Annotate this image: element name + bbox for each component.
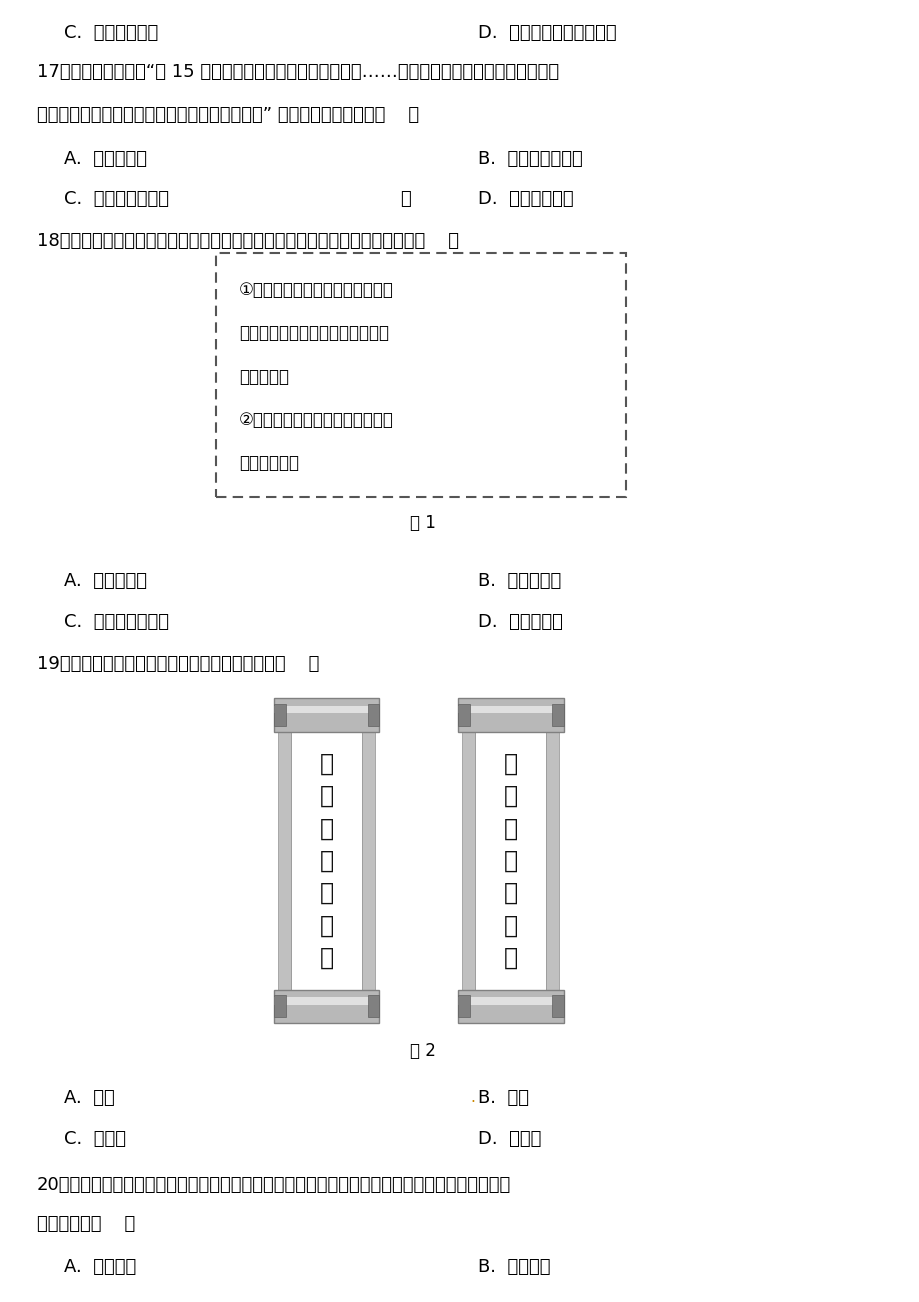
- Text: A.  郑和下西洋: A. 郑和下西洋: [64, 150, 147, 168]
- Bar: [458, 997, 563, 1005]
- Text: 传: 传: [503, 751, 517, 776]
- Text: C.  加强中央集权: C. 加强中央集权: [64, 23, 158, 42]
- Text: 世: 世: [503, 881, 517, 905]
- Bar: [367, 703, 380, 725]
- Bar: [274, 995, 286, 1017]
- Text: 时: 时: [503, 784, 517, 809]
- Text: 19、下图所示对联反映的我国古代科技成果当属（    ）: 19、下图所示对联反映的我国古代科技成果当属（ ）: [37, 655, 319, 673]
- Bar: [278, 732, 290, 990]
- Text: 草: 草: [319, 816, 334, 840]
- Bar: [458, 698, 563, 732]
- Bar: [458, 706, 563, 713]
- Text: 篹: 篹: [319, 945, 334, 970]
- Text: D.  雅克萨之战: D. 雅克萨之战: [478, 613, 562, 631]
- Bar: [551, 995, 563, 1017]
- Bar: [458, 995, 470, 1017]
- Text: ②台州九战九捷，基本扫除了浙江: ②台州九战九捷，基本扫除了浙江: [239, 411, 393, 428]
- Bar: [458, 990, 563, 1023]
- FancyBboxPatch shape: [216, 253, 625, 497]
- Bar: [462, 732, 475, 990]
- Bar: [274, 703, 286, 725]
- Text: 20、新疆自古以来就是我国领土不可分割的一部分。乾隆时期设置的管辖包括巴尔喀什湖在内的广: 20、新疆自古以来就是我国领土不可分割的一部分。乾隆时期设置的管辖包括巴尔喀什湖…: [37, 1176, 510, 1194]
- Text: C.  郑成功收复台湾: C. 郑成功收复台湾: [64, 190, 169, 208]
- Bar: [290, 732, 362, 990]
- Text: 业: 业: [503, 945, 517, 970]
- Text: 沿海的傀患。: 沿海的傀患。: [239, 454, 299, 473]
- Bar: [274, 706, 379, 713]
- Text: 珍: 珍: [503, 816, 517, 840]
- Text: A.  伊犁将军: A. 伊犁将军: [64, 1258, 137, 1276]
- Bar: [551, 703, 563, 725]
- Bar: [274, 990, 379, 1023]
- Text: 本: 本: [319, 784, 334, 809]
- Text: 私、劫掠。: 私、劫掠。: [239, 367, 289, 385]
- Text: ①元末明初，日本海盗、武士勾结: ①元末明初，日本海盗、武士勾结: [239, 281, 393, 299]
- Text: B.  农学: B. 农学: [478, 1088, 528, 1107]
- Text: 18、下图是某同学在学习中国古代史下册时整理的部分笔记。其学习的主题是（    ）: 18、下图是某同学在学习中国古代史下册时整理的部分笔记。其学习的主题是（ ）: [37, 232, 459, 250]
- Text: D.  医药学: D. 医药学: [478, 1130, 541, 1148]
- Bar: [362, 732, 375, 990]
- Text: 谱: 谱: [319, 751, 334, 776]
- Text: 济: 济: [503, 849, 517, 872]
- Text: B.  西域都护: B. 西域都护: [478, 1258, 550, 1276]
- Text: 科: 科: [319, 849, 334, 872]
- Text: D.  缓解中央与地方的对立: D. 缓解中央与地方的对立: [478, 23, 617, 42]
- Text: 围，明确证明了中国在世界航海业中的领先地位” 能证明以上观点的是（    ）: 围，明确证明了中国在世界航海业中的领先地位” 能证明以上观点的是（ ）: [37, 105, 418, 124]
- Bar: [274, 997, 379, 1005]
- Text: 学: 学: [319, 881, 334, 905]
- Text: 新: 新: [319, 913, 334, 937]
- Bar: [458, 703, 470, 725]
- Text: 伟: 伟: [503, 913, 517, 937]
- Text: 图 1: 图 1: [410, 514, 436, 533]
- Text: .: .: [470, 1090, 474, 1105]
- Bar: [274, 698, 379, 732]
- Bar: [367, 995, 380, 1017]
- Text: C.  郑成功收复台湾: C. 郑成功收复台湾: [64, 613, 169, 631]
- Text: D.  清军进入台湾: D. 清军进入台湾: [478, 190, 573, 208]
- Text: B.  戚继光抗傀: B. 戚继光抗傀: [478, 572, 561, 590]
- Text: 不法商人，在我国东南沿海一带走: 不法商人，在我国东南沿海一带走: [239, 324, 389, 342]
- Text: 图 2: 图 2: [410, 1042, 436, 1060]
- Bar: [475, 732, 546, 990]
- Text: 17、《全球通史》：“在 15 世纪早期这段异乎寻常的历史中，……航海业以其杰出的技术和惊人的范: 17、《全球通史》：“在 15 世纪早期这段异乎寻常的历史中，……航海业以其杰出…: [37, 62, 559, 81]
- Text: ．: ．: [400, 190, 411, 208]
- Text: A.  郑和下西洋: A. 郑和下西洋: [64, 572, 147, 590]
- Text: B.  吴国船队到夷洲: B. 吴国船队到夷洲: [478, 150, 583, 168]
- Text: A.  史学: A. 史学: [64, 1088, 115, 1107]
- Text: C.  建筑学: C. 建筑学: [64, 1130, 126, 1148]
- Bar: [546, 732, 559, 990]
- Text: 大地区的是（    ）: 大地区的是（ ）: [37, 1215, 135, 1233]
